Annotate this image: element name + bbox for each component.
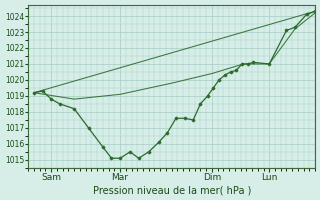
X-axis label: Pression niveau de la mer( hPa ): Pression niveau de la mer( hPa )	[92, 185, 251, 195]
